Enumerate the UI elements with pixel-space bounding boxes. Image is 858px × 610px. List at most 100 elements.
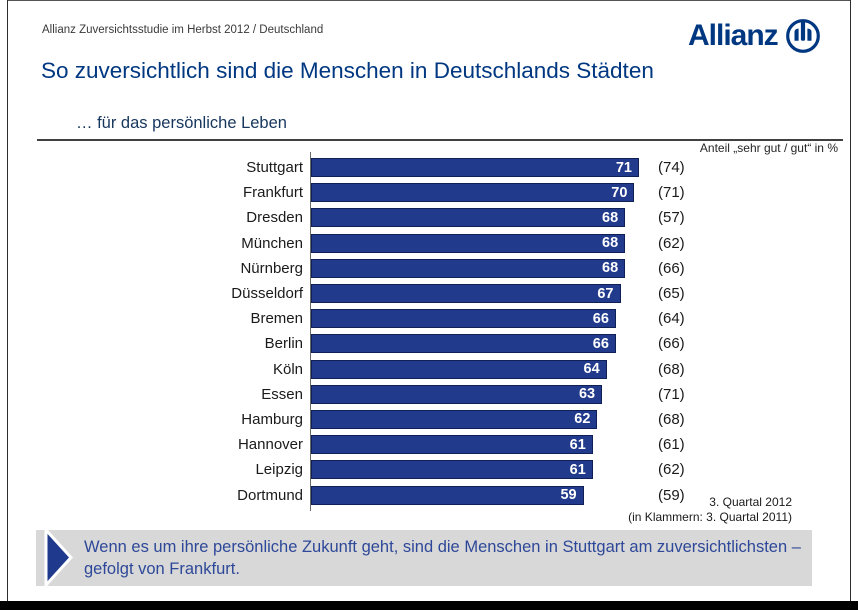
bar-track: 66 — [311, 309, 658, 329]
bar-current-quarter: 68 — [311, 233, 626, 253]
bar-track: 70 — [311, 183, 658, 203]
category-label: Dortmund — [237, 486, 303, 504]
category-label: Stuttgart — [246, 159, 303, 177]
key-message-arrow-icon — [44, 529, 74, 587]
bar-current-quarter: 66 — [311, 334, 616, 354]
chart-row: Hamburg 62 (68) — [0, 407, 858, 432]
bar-track: 67 — [311, 284, 658, 304]
bar-value-label: 59 — [560, 487, 577, 504]
bar-current-quarter: 59 — [311, 485, 584, 505]
chart-row: Dortmund 59 (59) — [0, 482, 858, 507]
previous-quarter-value: (64) — [658, 310, 685, 328]
previous-quarter-value: (68) — [658, 410, 685, 428]
bar-current-quarter: 62 — [311, 409, 598, 429]
bar-track: 61 — [311, 435, 658, 455]
category-label: Berlin — [264, 335, 303, 353]
bar-track: 68 — [311, 258, 658, 278]
chart-footnote: 3. Quartal 2012 (in Klammern: 3. Quartal… — [628, 495, 792, 524]
bar-value-label: 71 — [615, 159, 632, 176]
chart-row: Essen 63 (71) — [0, 382, 858, 407]
category-label: Frankfurt — [242, 184, 303, 202]
previous-quarter-value: (66) — [658, 335, 685, 353]
previous-quarter-value: (61) — [658, 436, 685, 454]
category-label: Leipzig — [255, 461, 303, 479]
bar-current-quarter: 71 — [311, 158, 639, 178]
category-label: München — [241, 234, 303, 252]
previous-quarter-value: (74) — [658, 159, 685, 177]
category-label: Hamburg — [241, 410, 303, 428]
previous-quarter-value: (65) — [658, 285, 685, 303]
bar-track: 64 — [311, 359, 658, 379]
key-message-text: Wenn es um ihre persönliche Zukunft geht… — [84, 538, 801, 578]
bar-track: 63 — [311, 384, 658, 404]
value-axis-label: Anteil „sehr gut / gut“ in % — [699, 141, 838, 155]
bar-track: 68 — [311, 208, 658, 228]
bar-chart: Stuttgart 71 (74) Frankfurt 70 (71) Dresden 68 (… — [0, 152, 858, 511]
category-label: Bremen — [250, 310, 303, 328]
previous-quarter-value: (62) — [658, 461, 685, 479]
chart-row: Köln 64 (68) — [0, 357, 858, 382]
bar-current-quarter: 63 — [311, 384, 603, 404]
bar-track: 66 — [311, 334, 658, 354]
bar-track: 61 — [311, 460, 658, 480]
chart-row: Leipzig 61 (62) — [0, 457, 858, 482]
bar-value-label: 61 — [569, 436, 586, 453]
bar-value-label: 61 — [569, 461, 586, 478]
chart-row: Stuttgart 71 (74) — [0, 155, 858, 180]
previous-quarter-value: (62) — [658, 234, 685, 252]
category-label: Köln — [272, 360, 303, 378]
bar-value-label: 62 — [574, 411, 591, 428]
chart-rows: Stuttgart 71 (74) Frankfurt 70 (71) Dresden 68 (… — [0, 155, 858, 508]
bar-current-quarter: 68 — [311, 208, 626, 228]
slide-border-right — [850, 0, 851, 602]
bar-current-quarter: 67 — [311, 284, 621, 304]
brand-logo: Allianz — [688, 18, 821, 54]
previous-quarter-value: (68) — [658, 360, 685, 378]
chart-row: Nürnberg 68 (66) — [0, 256, 858, 281]
bar-value-label: 68 — [602, 260, 619, 277]
chart-row: Hannover 61 (61) — [0, 432, 858, 457]
page-title: So zuversichtlich sind die Menschen in D… — [41, 58, 654, 83]
category-axis-line — [310, 152, 311, 511]
previous-quarter-value: (57) — [658, 209, 685, 227]
bar-track: 71 — [311, 158, 658, 178]
allianz-wordmark: Allianz — [688, 19, 779, 52]
bar-value-label: 66 — [592, 310, 609, 327]
bar-value-label: 63 — [578, 386, 596, 403]
category-label: Hannover — [237, 436, 303, 454]
chart-row: Dresden 68 (57) — [0, 205, 858, 230]
category-label: Düsseldorf — [231, 285, 303, 303]
chart-row: Düsseldorf 67 (65) — [0, 281, 858, 306]
footnote-period-current: 3. Quartal 2012 — [709, 495, 792, 509]
chart-subtitle: … für das persönliche Leben — [76, 114, 287, 132]
category-label: Dresden — [246, 209, 303, 227]
study-label: Allianz Zuversichtsstudie im Herbst 2012… — [42, 24, 324, 36]
category-label: Nürnberg — [240, 259, 303, 277]
bar-current-quarter: 68 — [311, 258, 626, 278]
bar-value-label: 67 — [597, 285, 614, 302]
previous-quarter-value: (66) — [658, 259, 685, 277]
previous-quarter-value: (71) — [658, 184, 685, 202]
bar-track: 68 — [311, 233, 658, 253]
previous-quarter-value: (71) — [658, 385, 685, 403]
bar-current-quarter: 61 — [311, 435, 593, 455]
allianz-eagle-circle-icon — [785, 19, 820, 53]
slide-footer-bar — [0, 601, 858, 610]
key-message-box: Wenn es um ihre persönliche Zukunft geht… — [36, 530, 812, 586]
footnote-parentheses-note: (in Klammern: 3. Quartal 2011) — [628, 509, 792, 524]
bar-value-label: 68 — [602, 209, 619, 226]
bar-current-quarter: 64 — [311, 359, 607, 379]
title-divider-line — [37, 139, 843, 141]
chart-row: Berlin 66 (66) — [0, 331, 858, 356]
bar-track: 59 — [311, 485, 658, 505]
bar-current-quarter: 61 — [311, 460, 593, 480]
bar-value-label: 64 — [583, 361, 600, 378]
bar-value-label: 66 — [592, 335, 609, 352]
chart-row: Frankfurt 70 (71) — [0, 180, 858, 205]
slide-border-left — [7, 0, 8, 602]
bar-current-quarter: 66 — [311, 309, 616, 329]
previous-quarter-value: (59) — [658, 486, 685, 504]
chart-row: Bremen 66 (64) — [0, 306, 858, 331]
bar-current-quarter: 70 — [311, 183, 635, 203]
